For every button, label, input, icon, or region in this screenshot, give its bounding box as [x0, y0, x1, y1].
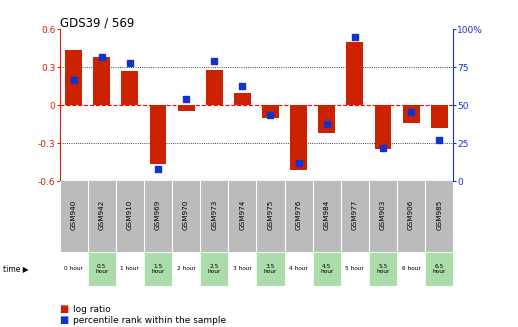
Text: time ▶: time ▶ — [3, 265, 28, 273]
Text: 5.5
hour: 5.5 hour — [376, 264, 390, 274]
Bar — [234, 93, 251, 105]
Bar — [431, 105, 448, 128]
Text: GSM969: GSM969 — [155, 200, 161, 231]
Text: GSM942: GSM942 — [99, 200, 105, 231]
Text: GDS39 / 569: GDS39 / 569 — [60, 16, 134, 29]
Point — [351, 34, 359, 40]
Text: GSM975: GSM975 — [267, 200, 274, 231]
Point — [294, 161, 303, 166]
Text: 5 hour: 5 hour — [346, 267, 364, 271]
Bar — [93, 57, 110, 105]
Text: 2 hour: 2 hour — [177, 267, 196, 271]
Bar — [150, 105, 166, 164]
Bar — [347, 42, 363, 105]
Point — [69, 77, 78, 82]
Text: 4 hour: 4 hour — [289, 267, 308, 271]
Text: percentile rank within the sample: percentile rank within the sample — [73, 316, 226, 325]
Bar — [178, 105, 195, 111]
Bar — [200, 252, 228, 286]
Text: ■: ■ — [60, 316, 72, 325]
Bar — [206, 70, 223, 105]
Point — [182, 97, 190, 102]
Point — [97, 54, 106, 60]
Text: 1 hour: 1 hour — [120, 267, 139, 271]
Bar — [60, 252, 88, 286]
Bar — [88, 252, 116, 286]
Bar — [284, 252, 313, 286]
Point — [379, 146, 387, 151]
Text: 1.5
hour: 1.5 hour — [151, 264, 165, 274]
Point — [323, 121, 331, 126]
Bar — [256, 252, 284, 286]
Text: 6.5
hour: 6.5 hour — [433, 264, 446, 274]
Text: ■: ■ — [60, 304, 72, 314]
Text: GSM976: GSM976 — [296, 200, 301, 231]
Point — [210, 59, 219, 64]
Point — [266, 112, 275, 117]
Bar — [65, 50, 82, 105]
Bar — [425, 252, 453, 286]
Bar — [402, 105, 420, 123]
Text: 6 hour: 6 hour — [401, 267, 421, 271]
Bar — [121, 71, 138, 105]
Text: GSM985: GSM985 — [436, 200, 442, 231]
Bar — [375, 105, 392, 148]
Bar — [313, 252, 341, 286]
Text: GSM977: GSM977 — [352, 200, 358, 231]
Point — [154, 167, 162, 172]
Bar — [369, 252, 397, 286]
Point — [238, 83, 247, 88]
Text: GSM903: GSM903 — [380, 200, 386, 231]
Text: GSM973: GSM973 — [211, 200, 217, 231]
Text: GSM974: GSM974 — [239, 200, 246, 231]
Bar — [318, 105, 335, 133]
Text: 0.5
hour: 0.5 hour — [95, 264, 108, 274]
Text: GSM970: GSM970 — [183, 200, 189, 231]
Bar — [228, 252, 256, 286]
Text: GSM984: GSM984 — [324, 200, 330, 231]
Bar — [172, 252, 200, 286]
Bar — [116, 252, 144, 286]
Bar — [290, 105, 307, 170]
Text: 3.5
hour: 3.5 hour — [264, 264, 277, 274]
Point — [435, 138, 443, 143]
Text: GSM910: GSM910 — [127, 200, 133, 231]
Point — [126, 60, 134, 65]
Bar — [341, 252, 369, 286]
Text: 4.5
hour: 4.5 hour — [320, 264, 334, 274]
Text: 2.5
hour: 2.5 hour — [208, 264, 221, 274]
Bar — [397, 252, 425, 286]
Bar — [262, 105, 279, 118]
Text: GSM940: GSM940 — [70, 200, 77, 231]
Point — [407, 109, 415, 114]
Text: 0 hour: 0 hour — [64, 267, 83, 271]
Text: GSM906: GSM906 — [408, 200, 414, 231]
Text: log ratio: log ratio — [73, 304, 110, 314]
Text: 3 hour: 3 hour — [233, 267, 252, 271]
Bar — [144, 252, 172, 286]
